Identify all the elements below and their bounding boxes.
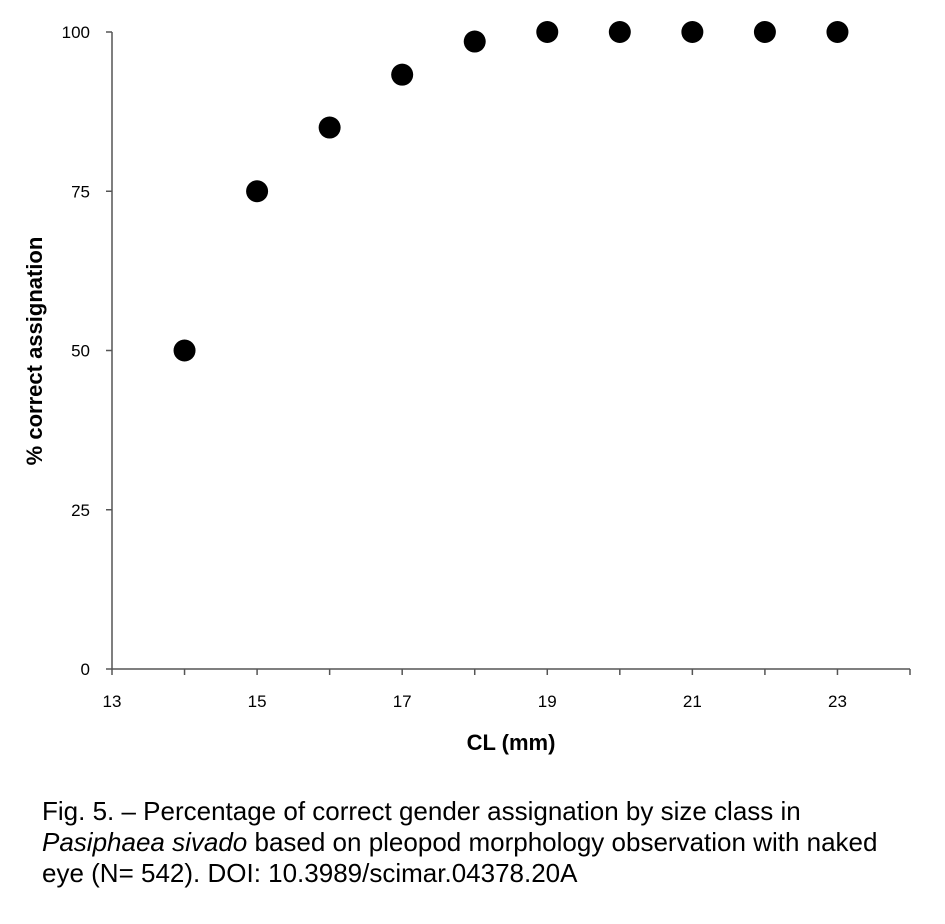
y-axis-title: % correct assignation bbox=[22, 237, 47, 466]
caption-text-1: Fig. 5. – Percentage of correct gender a… bbox=[42, 796, 801, 826]
x-tick-label: 13 bbox=[103, 692, 122, 711]
figure-caption: Fig. 5. – Percentage of correct gender a… bbox=[42, 796, 922, 889]
data-point bbox=[318, 116, 341, 139]
data-point bbox=[173, 339, 196, 362]
y-tick-label: 75 bbox=[71, 182, 90, 201]
y-tick-label: 25 bbox=[71, 501, 90, 520]
y-tick-label: 0 bbox=[81, 660, 90, 679]
data-point bbox=[753, 21, 776, 43]
x-tick-label: 21 bbox=[683, 692, 702, 711]
x-tick-label: 17 bbox=[393, 692, 412, 711]
data-points bbox=[173, 21, 849, 362]
y-tick-label: 100 bbox=[62, 23, 90, 42]
data-point bbox=[608, 21, 631, 43]
x-tick-label: 19 bbox=[538, 692, 557, 711]
ticks: 13 15 17 19 21 23 0 25 50 75 100 bbox=[62, 23, 911, 711]
data-point bbox=[536, 21, 559, 43]
x-tick-label: 15 bbox=[248, 692, 267, 711]
data-point bbox=[826, 21, 849, 43]
y-tick-label: 50 bbox=[71, 342, 90, 361]
scatter-chart: 13 15 17 19 21 23 0 25 50 75 100 CL (mm) % correct… bbox=[22, 21, 911, 755]
x-tick-label: 23 bbox=[828, 692, 847, 711]
data-point bbox=[246, 180, 269, 203]
data-point bbox=[681, 21, 704, 43]
caption-species: Pasiphaea sivado bbox=[42, 827, 248, 857]
data-point bbox=[463, 30, 486, 53]
caption-text-2: based on pleopod morphology observation … bbox=[42, 827, 878, 888]
axes bbox=[111, 32, 910, 670]
x-axis-title: CL (mm) bbox=[467, 730, 556, 755]
data-point bbox=[391, 63, 414, 86]
